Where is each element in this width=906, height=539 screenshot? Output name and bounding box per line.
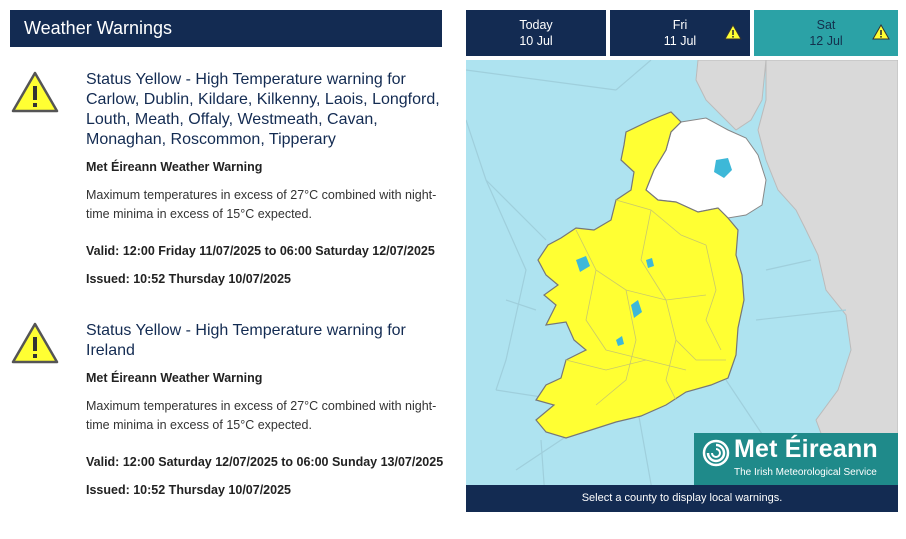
warning-triangle-icon (872, 24, 890, 40)
tab-date-label: 12 Jul (809, 34, 843, 48)
tab-day-label: Sat (816, 18, 836, 32)
logo-name: Met Éireann (734, 435, 878, 463)
warning-card[interactable]: Status Yellow - High Temperature warning… (10, 321, 450, 536)
warning-issued: Issued: 10:52 Thursday 10/07/2025 (86, 483, 291, 497)
warning-triangle-icon (11, 71, 59, 113)
warning-valid: Valid: 12:00 Friday 11/07/2025 to 06:00 … (86, 244, 435, 258)
tab-date-label: 10 Jul (519, 34, 553, 48)
warning-triangle-icon (11, 322, 59, 364)
warning-valid: Valid: 12:00 Saturday 12/07/2025 to 06:0… (86, 455, 444, 469)
tab-today[interactable]: Today 10 Jul (466, 10, 606, 56)
warning-description: Maximum temperatures in excess of 27°C c… (86, 188, 437, 221)
met-eireann-swirl-icon (702, 439, 730, 467)
warning-triangle-icon (724, 24, 742, 40)
warning-title[interactable]: Status Yellow - High Temperature warning… (86, 71, 440, 148)
tab-day-label: Today (519, 18, 553, 32)
logo-tagline: The Irish Meteorological Service (734, 467, 877, 478)
map-instruction: Select a county to display local warning… (466, 485, 898, 512)
tab-date-label: 11 Jul (663, 34, 697, 48)
warning-map[interactable]: Met Éireann The Irish Meteorological Ser… (466, 60, 898, 512)
tab-day-label: Fri (672, 18, 688, 32)
warning-card[interactable]: Status Yellow - High Temperature warning… (10, 70, 450, 300)
warning-title[interactable]: Status Yellow - High Temperature warning… (86, 322, 406, 359)
warning-description: Maximum temperatures in excess of 27°C c… (86, 399, 437, 432)
tab-fri[interactable]: Fri 11 Jul (610, 10, 750, 56)
warning-source: Met Éireann Weather Warning (86, 371, 263, 385)
tab-sat[interactable]: Sat 12 Jul (754, 10, 898, 56)
page-title: Weather Warnings (10, 10, 442, 47)
warning-issued: Issued: 10:52 Thursday 10/07/2025 (86, 272, 291, 286)
warning-source: Met Éireann Weather Warning (86, 160, 263, 174)
met-eireann-logo[interactable]: Met Éireann The Irish Meteorological Ser… (694, 433, 898, 485)
